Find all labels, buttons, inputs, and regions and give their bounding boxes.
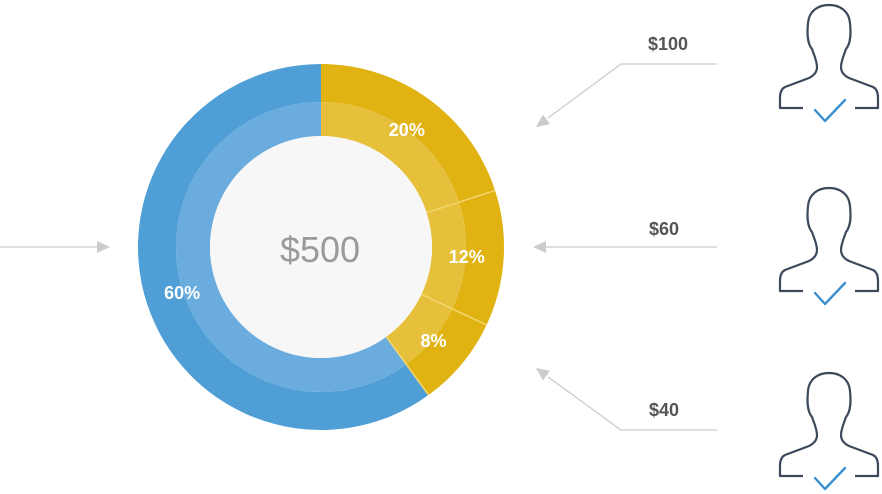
slice-outer-band [406,308,487,396]
slice-label: 60% [164,283,200,303]
checkmark-icon [813,98,847,123]
person-outline [778,3,880,110]
checkmark-icon [813,281,847,306]
person-icon [778,186,880,306]
arrow-head [536,368,551,381]
slice-label: 20% [389,120,425,140]
contributors [778,3,880,491]
arrow-head [97,241,110,253]
total-label: $500 [280,229,360,270]
arrow-head [533,241,546,253]
slice-0: 20% [321,64,496,213]
slice-divider [421,293,487,326]
slice-label: 12% [449,247,485,267]
arrow-icon [547,63,717,119]
slice-inner-band [321,102,459,213]
slice-inner-band [386,294,453,365]
slice-divider [385,336,430,396]
person-icon [778,371,880,491]
arrows: $100 $60 $40 [0,34,717,431]
slice-label: 8% [420,331,446,351]
slice-divider [426,189,496,214]
slice-3: 60% [137,64,429,430]
center-circle [210,136,432,358]
slice-2: 8% [386,294,487,396]
slice-1: 12% [421,190,504,325]
amount-label: $40 [649,400,679,420]
amount-label: $60 [649,219,679,239]
slice-inner-band [421,202,466,309]
slice-outer-band [137,64,429,430]
checkmark-icon [813,466,847,491]
donut-chart: 20% 12% 8% 60% [137,64,504,430]
arrow-icon [547,376,717,431]
person-icon [778,3,880,123]
slice-outer-band [321,64,496,203]
amount-label: $100 [648,34,688,54]
arrow-head [536,114,551,127]
slice-outer-band [452,190,504,325]
person-outline [778,186,880,293]
person-outline [778,371,880,478]
slice-inner-band [175,102,407,393]
